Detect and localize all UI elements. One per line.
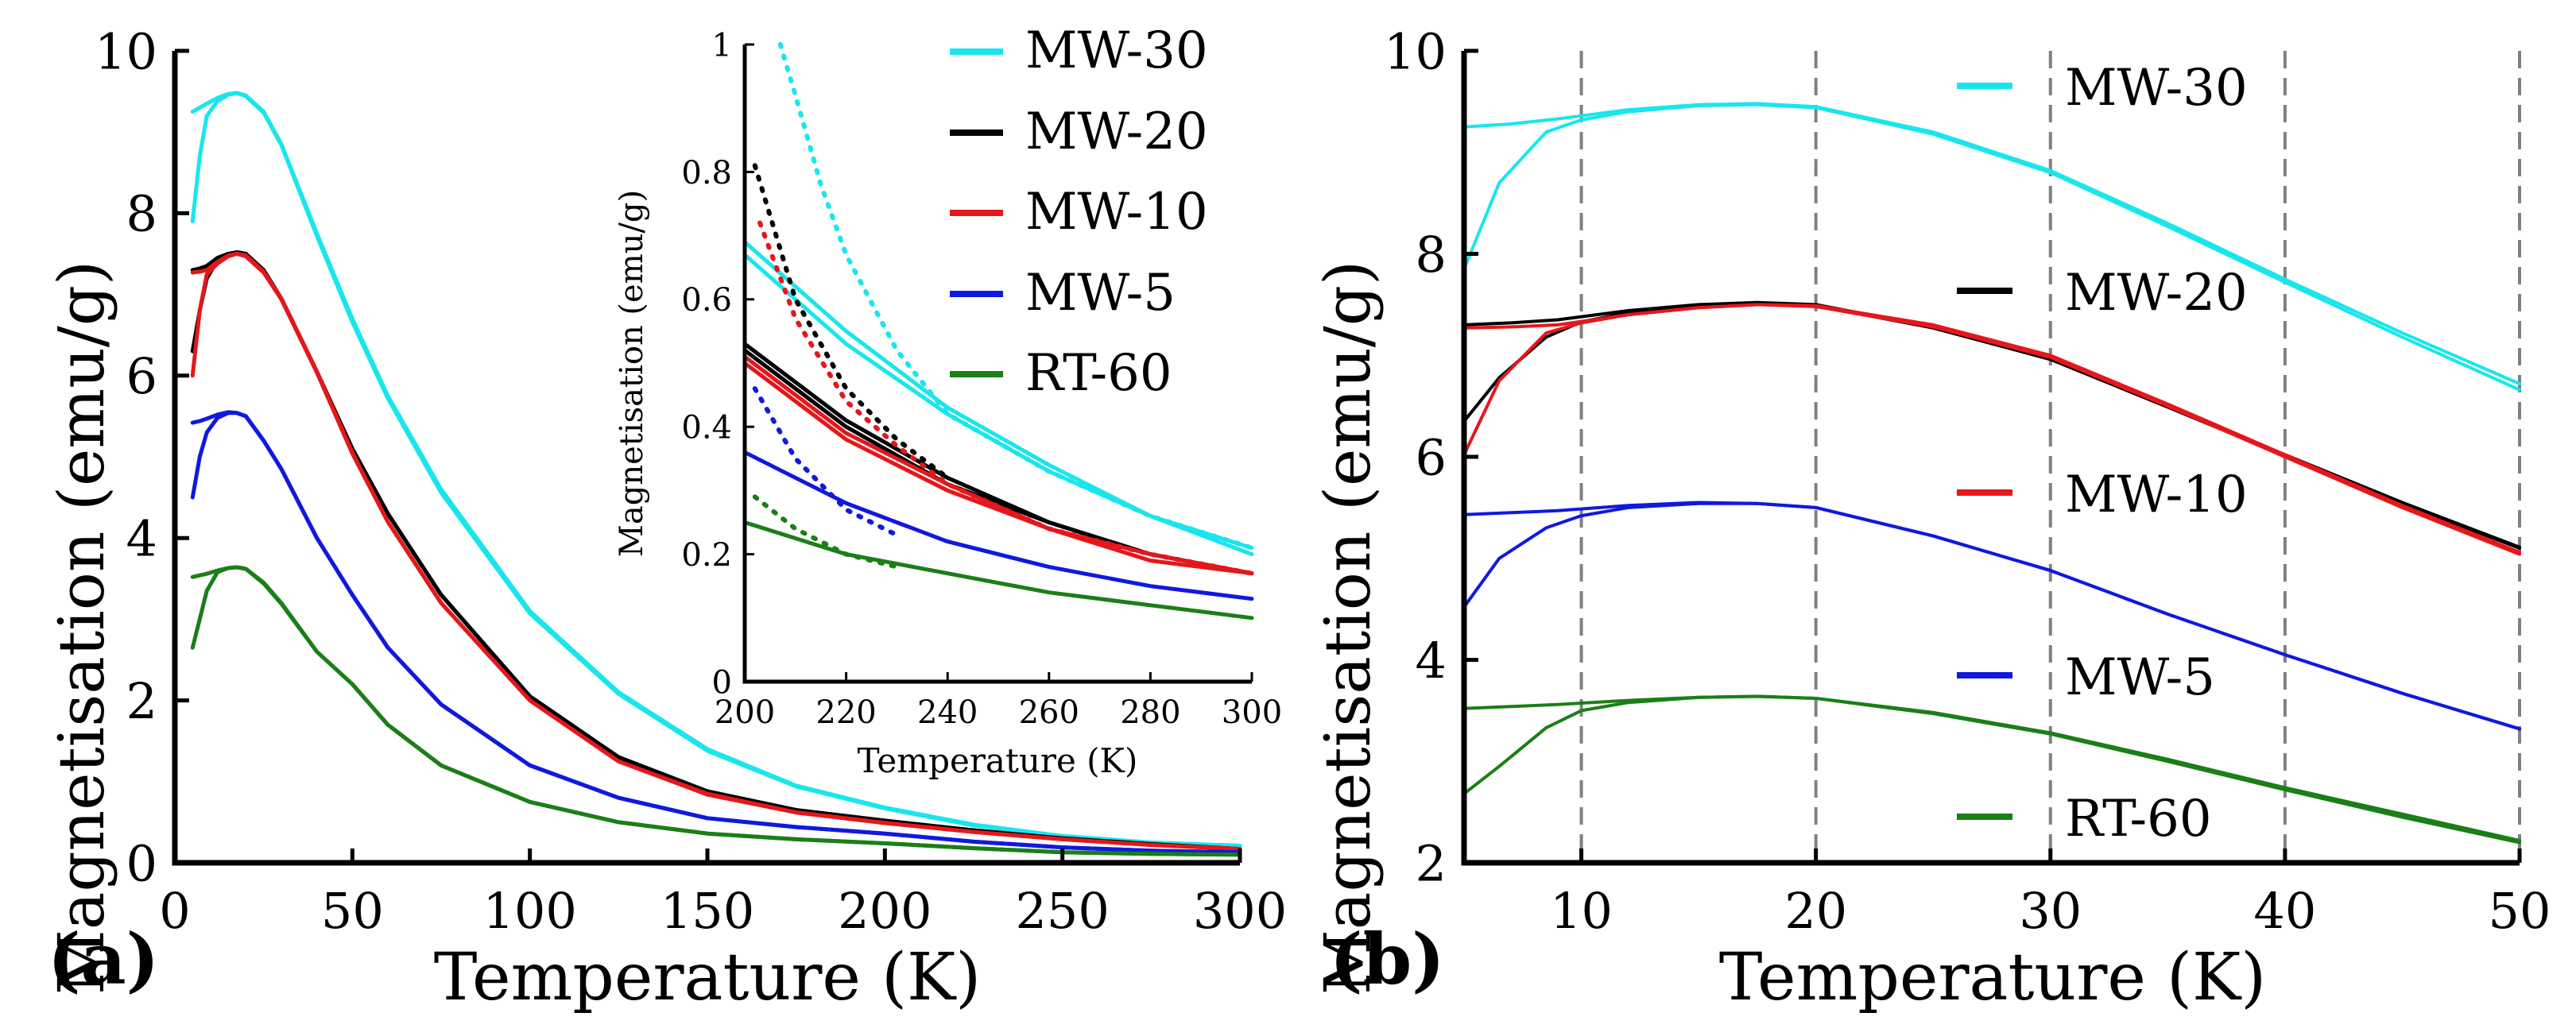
panel-a-ytick-label: 2: [126, 672, 157, 730]
inset-line-mw-10-fit: [757, 220, 1254, 576]
panel-a-ytick-label: 6: [126, 347, 157, 405]
inset-ylabel: Magnetisation (emu/g): [614, 190, 650, 557]
inset-line-rt-60-fit: [752, 494, 900, 570]
inset-line-mw-20: [742, 342, 1254, 576]
panel-a-line-mw-30-cooling-branch: [190, 91, 1242, 848]
panel-b-legend: MW-30 MW-20 MW-10 MW-5 RT-60: [1957, 59, 2248, 849]
panel-b-xtick-label: 30: [2019, 882, 2082, 940]
panel-a-line-mw-10-cooling-branch: [190, 252, 1242, 852]
panel-a-xtick-label: 200: [838, 882, 932, 940]
panel-b-xtick-label: 50: [2489, 882, 2551, 940]
legend-b-label-mw-20: MW-20: [2065, 264, 2248, 323]
inset-line-mw-20-b: [742, 348, 1254, 576]
legend-a-label-mw-5: MW-5: [1025, 264, 1176, 323]
panel-a-xtick-label: 150: [660, 882, 754, 940]
inset-ytick-label: 0.4: [681, 410, 732, 446]
inset-ytick-label: 0.2: [681, 537, 732, 574]
panel-a-ytick-label: 8: [126, 185, 157, 243]
panel-b: 10 20 30 40 50 2 4 6 8 10 Magnetisation (emu/g) T…: [1311, 22, 2551, 1015]
inset-line-rt-60: [742, 520, 1254, 620]
panel-b-line-mw-5: [1462, 501, 2521, 731]
panel-a-legend: MW-30 MW-20 MW-10 MW-5 RT-60: [950, 21, 1208, 403]
inset-line-mw-5-fit: [752, 386, 900, 538]
inset-xtick-label: 240: [917, 694, 978, 731]
legend-b-label-rt-60: RT-60: [2065, 790, 2212, 849]
panel-b-xlabel: Temperature (K): [1719, 940, 2267, 1015]
legend-b-label-mw-30: MW-30: [2065, 59, 2248, 118]
inset-xtick-label: 200: [715, 694, 775, 731]
panel-a-xtick-label: 300: [1193, 882, 1287, 940]
panel-b-ticks: 10 20 30 40 50 2 4 6 8 10: [1384, 22, 2551, 940]
inset-xlabel: Temperature (K): [858, 741, 1138, 780]
panel-b-xtick-label: 20: [1784, 882, 1847, 940]
inset-ytick-label: 1: [712, 27, 732, 64]
panel-b-ytick-label: 6: [1416, 428, 1447, 486]
inset-ticks: 200 220 240 260 280 300 0 0.2 0.4 0.6 0.8 1: [681, 27, 1282, 731]
panel-a-line-rt-60-cooling-branch: [190, 565, 1242, 857]
legend-b-label-mw-10: MW-10: [2065, 466, 2248, 524]
legend-a-label-mw-30: MW-30: [1025, 21, 1208, 80]
inset-xtick-label: 280: [1120, 694, 1180, 731]
inset-xtick-label: 220: [815, 694, 876, 731]
legend-a-label-mw-10: MW-10: [1025, 183, 1208, 242]
panel-a-xtick-label: 0: [159, 882, 190, 940]
panel-a-line-mw-5-cooling-branch: [190, 411, 1242, 855]
panel-a-line-mw-5: [190, 410, 1242, 855]
panel-b-line-rt-60-cooling-branch: [1462, 694, 2521, 845]
panel-a-ytick-label: 10: [95, 22, 157, 80]
panel-b-line-mw-5-cooling-branch: [1462, 501, 2521, 731]
legend-a-label-rt-60: RT-60: [1025, 344, 1172, 403]
inset-line-mw-10: [742, 354, 1254, 576]
panel-b-label: (b): [1330, 918, 1445, 1000]
inset-line-mw-10-b: [742, 361, 1254, 576]
inset-xtick-label: 300: [1222, 694, 1282, 731]
panel-b-ytick-label: 10: [1384, 22, 1447, 80]
panel-b-xtick-label: 40: [2253, 882, 2316, 940]
panel-b-series-group: [1462, 102, 2521, 845]
inset-ytick-label: 0: [712, 664, 732, 701]
panel-b-line-mw-30-cooling-branch: [1462, 102, 2521, 392]
panel-b-ytick-label: 2: [1416, 834, 1447, 892]
panel-a-xtick-label: 50: [321, 882, 384, 940]
panel-a-xlabel: Temperature (K): [434, 940, 982, 1015]
panel-a-ylabel: Magnetisation (emu/g): [45, 261, 118, 995]
panel-a-ytick-label: 4: [126, 510, 157, 568]
panel-a-label: (a): [48, 918, 159, 1000]
panel-a-ytick-label: 0: [126, 834, 157, 892]
panel-b-ylabel: Magnetisation (emu/g): [1311, 261, 1385, 995]
panel-a-series-group: [190, 91, 1242, 857]
inset-series-group: [742, 42, 1254, 620]
legend-b-label-mw-5: MW-5: [2065, 648, 2215, 707]
inset-ytick-label: 0.8: [681, 155, 732, 191]
panel-a-xtick-label: 100: [482, 882, 576, 940]
panel-b-line-mw-10-cooling-branch: [1462, 303, 2521, 556]
inset-line-mw-30-fit: [777, 42, 1254, 551]
panel-b-ytick-label: 4: [1416, 632, 1447, 690]
panel-b-axes: [1461, 51, 2520, 866]
inset-ytick-label: 0.6: [681, 282, 732, 319]
inset-xtick-label: 260: [1019, 694, 1079, 731]
legend-a-label-mw-20: MW-20: [1025, 102, 1208, 161]
panel-b-ytick-label: 8: [1416, 226, 1447, 284]
panel-b-xtick-label: 10: [1550, 882, 1613, 940]
panel-a-inset: 200 220 240 260 280 300 0 0.2 0.4 0.6 0.8 1 Magneti…: [614, 27, 1282, 780]
inset-line-mw-20-fit: [752, 163, 951, 481]
panel-a-xtick-label: 250: [1015, 882, 1109, 940]
